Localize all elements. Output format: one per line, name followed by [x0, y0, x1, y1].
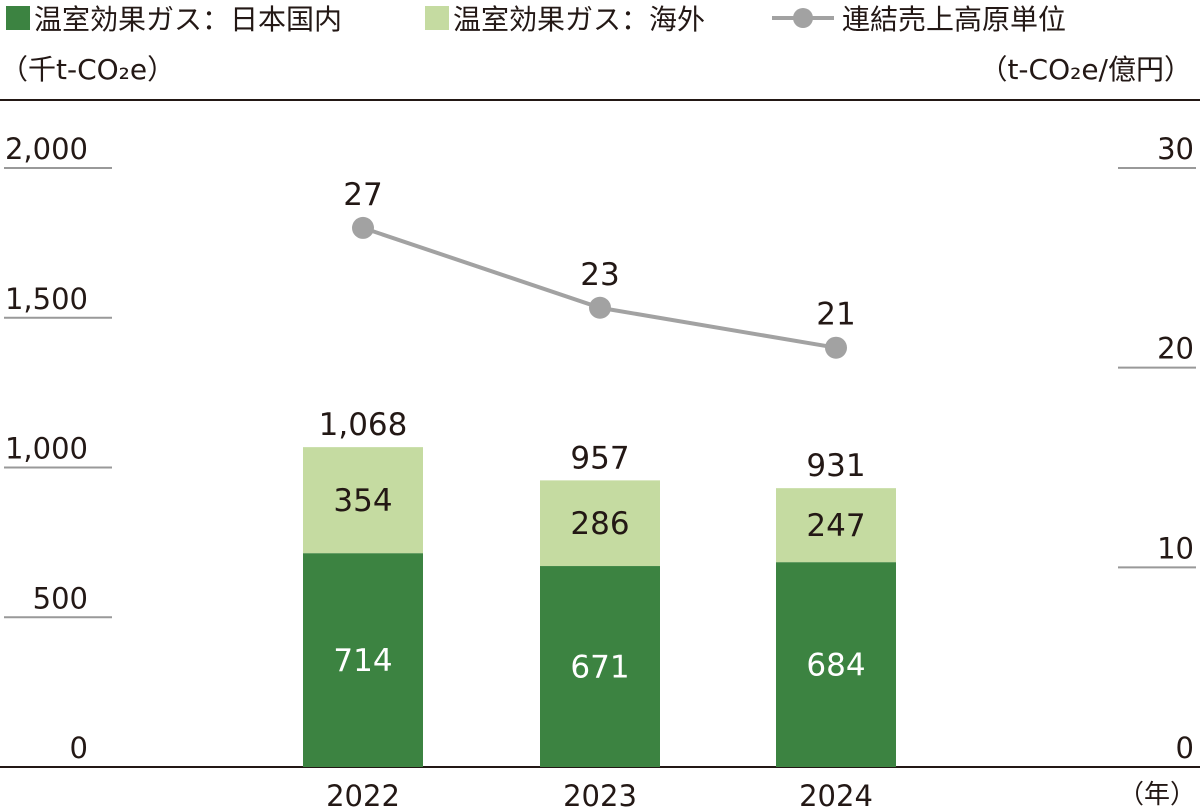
left-axis-unit: （千t-CO₂e）	[0, 53, 176, 86]
right-tick-label: 10	[1157, 531, 1194, 565]
bar-domestic-2024	[776, 562, 896, 767]
legend-swatch-overseas	[425, 6, 449, 30]
bar-label-domestic-2023: 671	[570, 650, 629, 686]
bar-label-domestic-2024: 684	[806, 648, 865, 684]
legend-label-domestic: 温室効果ガス：日本国内	[34, 3, 343, 36]
legend-swatch-intensity	[772, 6, 834, 30]
legend-item-domestic: 温室効果ガス：日本国内	[6, 0, 342, 36]
bar-overseas-2022	[303, 447, 423, 554]
x-axis-unit: （年）	[1118, 780, 1196, 810]
bar-total-label-2023: 957	[570, 440, 629, 476]
left-tick-label: 2,000	[5, 132, 88, 166]
legend-label-intensity: 連結売上高原単位	[842, 3, 1067, 36]
legend-item-overseas: 温室効果ガス：海外	[425, 0, 705, 36]
bar-domestic-2023	[540, 566, 660, 767]
left-tick-label: 500	[33, 581, 88, 615]
right-tick-label: 20	[1157, 332, 1194, 366]
bar-label-overseas-2024: 247	[806, 508, 865, 544]
line-label-2024: 21	[816, 297, 855, 333]
bar-overseas-2023	[540, 480, 660, 567]
x-tick-label-2024: 2024	[799, 779, 873, 812]
legend-label-overseas: 温室効果ガス：海外	[453, 3, 706, 36]
legend-swatch-domestic	[6, 6, 30, 30]
bar-domestic-2022	[303, 553, 423, 767]
x-tick-label-2023: 2023	[563, 779, 637, 812]
right-tick-label: 30	[1157, 132, 1194, 166]
left-tick-label: 1,000	[5, 432, 88, 466]
line-label-2022: 27	[343, 177, 382, 213]
bar-total-label-2022: 1,068	[319, 407, 408, 443]
right-axis-unit: （t-CO₂e/億円）	[979, 53, 1192, 86]
left-tick-label: 1,500	[5, 282, 88, 316]
bar-label-overseas-2022: 354	[333, 483, 392, 519]
left-tick-label: 0	[70, 731, 88, 765]
x-tick-label-2022: 2022	[326, 779, 400, 812]
bar-total-label-2024: 931	[806, 448, 865, 484]
line-label-2023: 23	[580, 257, 619, 293]
line-point-2024	[825, 336, 847, 359]
right-tick-label: 0	[1176, 731, 1194, 765]
bar-overseas-2024	[776, 488, 896, 563]
legend-item-intensity: 連結売上高原単位	[772, 0, 1066, 36]
bar-label-domestic-2022: 714	[333, 643, 392, 679]
line-point-2022	[352, 216, 374, 239]
line-point-2023	[589, 296, 611, 319]
bar-label-overseas-2023: 286	[570, 506, 629, 542]
